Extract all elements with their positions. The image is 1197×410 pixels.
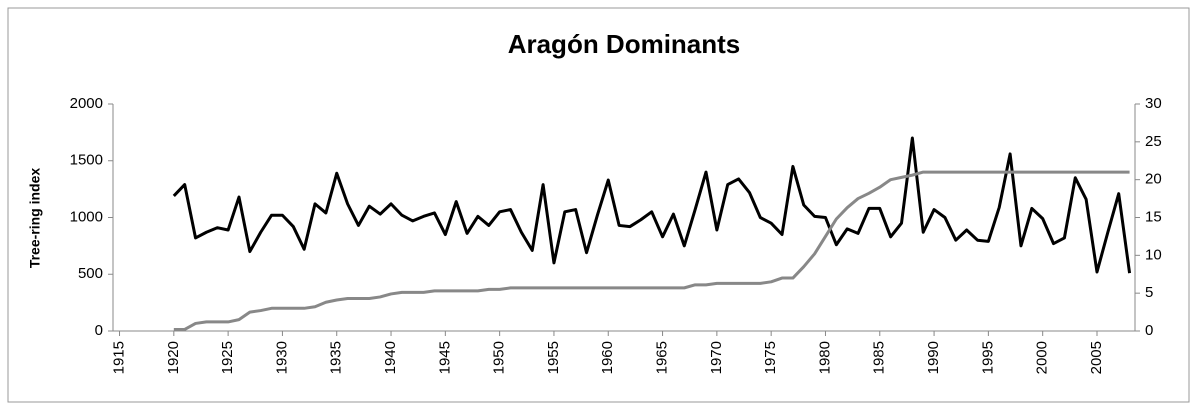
y-tick-label: 1500 [70, 152, 103, 169]
chart-border [7, 7, 1190, 403]
y-axis-label: Tree-ring index [27, 168, 43, 269]
y2-tick-label: 25 [1145, 133, 1162, 150]
y-tick-label: 1000 [70, 208, 103, 225]
x-tick-label: 1930 [273, 341, 290, 374]
x-tick-label: 2000 [1034, 341, 1051, 374]
series-line [173, 170, 1130, 331]
y-tick-label: 0 [95, 322, 103, 339]
y2-tick-label: 30 [1145, 95, 1162, 112]
series-line [172, 136, 1132, 274]
x-tick-label: 1995 [979, 341, 996, 374]
chart-title: Aragón Dominants [508, 29, 741, 59]
y-tick-label: 500 [78, 265, 103, 282]
x-tick-label: 1950 [491, 341, 508, 374]
y-tick-label: 2000 [70, 95, 103, 112]
y2-tick-label: 0 [1145, 322, 1153, 339]
x-tick-label: 1955 [545, 341, 562, 374]
x-tick-label: 2005 [1088, 341, 1105, 374]
y2-tick-label: 5 [1145, 284, 1153, 301]
x-tick-label: 1975 [762, 341, 779, 374]
x-tick-label: 1965 [654, 341, 671, 374]
x-tick-label: 1925 [219, 341, 236, 374]
x-tick-label: 1990 [925, 341, 942, 374]
x-tick-label: 1960 [599, 341, 616, 374]
x-tick-label: 1980 [816, 341, 833, 374]
x-tick-label: 1935 [328, 341, 345, 374]
x-tick-label: 1940 [382, 341, 399, 374]
y2-tick-label: 10 [1145, 246, 1162, 263]
x-tick-label: 1920 [165, 341, 182, 374]
x-tick-label: 1970 [708, 341, 725, 374]
y2-tick-label: 20 [1145, 171, 1162, 188]
x-tick-label: 1945 [436, 341, 453, 374]
x-tick-label: 1915 [110, 341, 127, 374]
y2-tick-label: 15 [1145, 208, 1162, 225]
x-tick-label: 1985 [871, 341, 888, 374]
